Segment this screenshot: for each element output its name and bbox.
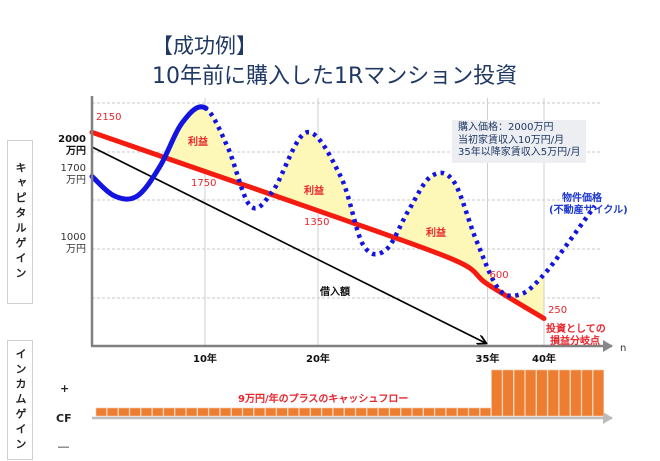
cashflow-bar bbox=[558, 369, 571, 417]
cashflow-bar bbox=[220, 407, 232, 417]
y-tick-unit: 万円 bbox=[66, 146, 86, 157]
cashflow-bar bbox=[276, 407, 288, 417]
info-later-rent: 35年以降家賃収入5万円/月 bbox=[458, 147, 581, 158]
cashflow-bar bbox=[457, 407, 469, 417]
breakeven-point-label: 600 bbox=[489, 270, 509, 282]
breakeven-label-2: 損益分岐点 bbox=[550, 336, 600, 347]
cashflow-bar bbox=[502, 369, 514, 417]
y-tick-value: 1000 bbox=[60, 232, 86, 243]
loan-label: 借入額 bbox=[320, 287, 350, 298]
x-tick-label: 35年 bbox=[475, 354, 500, 365]
info-box: 購入価格：2000万円 当初家賃収入10万円/月 35年以降家賃収入5万円/月 bbox=[452, 120, 587, 163]
profit-area bbox=[165, 106, 240, 184]
cashflow-bar bbox=[378, 407, 390, 417]
cashflow-bar bbox=[536, 369, 548, 417]
y-tick-label: 1000 万円 bbox=[50, 232, 86, 256]
cashflow-bar bbox=[242, 407, 254, 417]
plus-sign: + bbox=[60, 382, 70, 395]
cashflow-bar bbox=[129, 407, 141, 417]
breakeven-point-label: 1750 bbox=[191, 177, 217, 189]
income-gain-label: インカムゲイン bbox=[7, 340, 33, 460]
cashflow-bar bbox=[525, 369, 537, 417]
cashflow-bar bbox=[299, 407, 311, 417]
profit-label: 利益 bbox=[304, 186, 324, 197]
minus-sign: ― bbox=[58, 440, 69, 453]
cashflow-bar bbox=[321, 407, 333, 417]
cashflow-bar bbox=[253, 407, 265, 417]
y-tick-value: 1700 bbox=[60, 163, 86, 175]
cashflow-bar bbox=[265, 407, 277, 417]
cashflow-bar bbox=[310, 407, 322, 417]
loan-line bbox=[91, 146, 486, 343]
cashflow-bar bbox=[355, 407, 367, 417]
cashflow-bar bbox=[592, 369, 605, 417]
cashflow-bar bbox=[174, 407, 186, 417]
cashflow-bar bbox=[445, 407, 458, 417]
cashflow-bar bbox=[570, 369, 582, 417]
breakeven-point-label: 250 bbox=[548, 304, 568, 316]
cashflow-bar bbox=[208, 407, 220, 417]
cashflow-bar bbox=[513, 369, 525, 417]
cashflow-bar bbox=[581, 369, 593, 417]
cashflow-bar bbox=[366, 407, 379, 417]
profit-label: 利益 bbox=[188, 137, 208, 148]
cashflow-bar bbox=[231, 407, 243, 417]
y-tick-value: 2000 bbox=[58, 134, 86, 145]
cashflow-bar bbox=[423, 407, 435, 417]
y-tick-unit: 万円 bbox=[66, 244, 86, 255]
cashflow-bar bbox=[186, 407, 198, 417]
property-price-line-dotted bbox=[203, 105, 597, 299]
cashflow-bar bbox=[434, 407, 446, 417]
cashflow-bar bbox=[163, 407, 175, 417]
property-cycle-label: (不動産サイクル) bbox=[549, 205, 628, 216]
cashflow-bar bbox=[491, 369, 503, 417]
breakeven-point-label: 2150 bbox=[96, 112, 122, 124]
cashflow-bar bbox=[344, 407, 356, 417]
y-tick-unit: 万円 bbox=[66, 175, 86, 187]
cashflow-bar bbox=[140, 407, 152, 417]
cashflow-bar bbox=[118, 407, 130, 417]
info-purchase-price: 購入価格：2000万円 bbox=[458, 122, 554, 133]
cashflow-note: 9万円/年のプラスのキャッシュフロー bbox=[238, 394, 409, 405]
property-price-line-solid bbox=[89, 104, 209, 202]
info-initial-rent: 当初家賃収入10万円/月 bbox=[458, 134, 565, 146]
cashflow-bar bbox=[412, 407, 424, 417]
cashflow-bar bbox=[152, 407, 164, 417]
cashflow-bar bbox=[468, 407, 480, 417]
cashflow-bar bbox=[400, 407, 412, 417]
cashflow-bar bbox=[197, 407, 209, 417]
capital-gain-label: キャピタルゲイン bbox=[7, 140, 33, 304]
y-tick-label: 1700 万円 bbox=[50, 163, 86, 187]
cashflow-bar bbox=[287, 407, 299, 417]
cashflow-bar bbox=[389, 407, 401, 417]
breakeven-line bbox=[89, 129, 547, 321]
x-axis-label: n bbox=[620, 343, 627, 354]
property-price-label: 物件価格 bbox=[562, 193, 602, 204]
cashflow-bar bbox=[547, 369, 559, 417]
cashflow-bar bbox=[479, 407, 492, 417]
profit-area bbox=[395, 172, 544, 319]
cf-label: CF bbox=[56, 412, 72, 425]
profit-label: 利益 bbox=[426, 228, 446, 239]
cashflow-bar bbox=[332, 407, 345, 417]
cashflow-bar bbox=[95, 407, 107, 417]
breakeven-label: 投資としての bbox=[546, 324, 606, 335]
x-tick-label: 10年 bbox=[193, 354, 217, 365]
cashflow-bar bbox=[107, 407, 119, 417]
breakeven-point-label: 1350 bbox=[304, 216, 330, 228]
x-tick-label: 20年 bbox=[306, 354, 330, 365]
title-line-1: 【成功例】 bbox=[152, 34, 257, 58]
x-tick-label: 40年 bbox=[532, 354, 556, 365]
title-line-2: 10年前に購入した1Rマンション投資 bbox=[152, 64, 518, 89]
y-tick-label: 2000 万円 bbox=[50, 134, 86, 158]
